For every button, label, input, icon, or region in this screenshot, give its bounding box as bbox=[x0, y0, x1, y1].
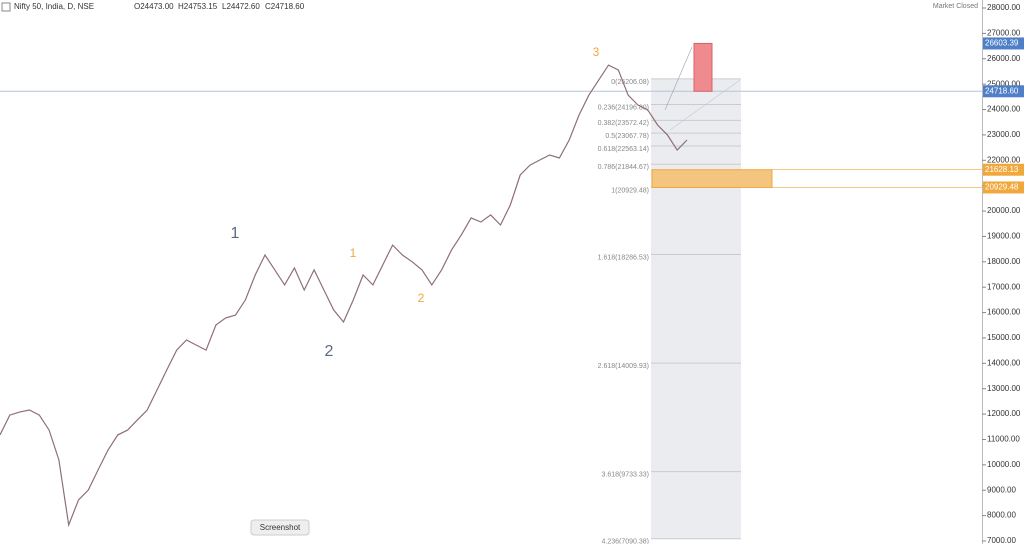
y-tick-label: 14000.00 bbox=[987, 358, 1021, 367]
y-tick-label: 28000.00 bbox=[987, 3, 1021, 12]
y-tick-label: 25000.00 bbox=[987, 79, 1021, 88]
trend-line bbox=[664, 46, 693, 111]
y-tick-label: 9000.00 bbox=[987, 485, 1016, 494]
open: O24473.00 bbox=[134, 2, 174, 11]
y-tick-label: 12000.00 bbox=[987, 409, 1021, 418]
fib-box bbox=[651, 78, 741, 539]
y-tick-label: 19000.00 bbox=[987, 232, 1021, 241]
wave-label: 2 bbox=[418, 291, 425, 305]
y-tick-label: 7000.00 bbox=[987, 536, 1016, 544]
price-tag bbox=[983, 163, 1024, 176]
screenshot-button[interactable]: Screenshot bbox=[250, 519, 310, 536]
fib-label: 0.382(23572.42) bbox=[598, 120, 649, 127]
price-tag bbox=[983, 37, 1024, 50]
y-tick-label: 16000.00 bbox=[987, 308, 1021, 317]
fib-label: 4.236(7090.38) bbox=[602, 539, 649, 544]
price-tag-label: 26603.39 bbox=[985, 39, 1019, 48]
y-tick-label: 8000.00 bbox=[987, 511, 1016, 520]
y-tick-label: 27000.00 bbox=[987, 28, 1021, 37]
y-tick-label: 18000.00 bbox=[987, 257, 1021, 266]
fib-label: 0.618(22563.14) bbox=[598, 146, 649, 153]
projection-box bbox=[693, 42, 713, 92]
price-series bbox=[0, 64, 688, 528]
low: L24472.60 bbox=[222, 2, 260, 11]
wave-label: 1 bbox=[350, 246, 357, 260]
price-tag bbox=[983, 181, 1024, 194]
y-tick-label: 23000.00 bbox=[987, 130, 1021, 139]
y-tick-label: 13000.00 bbox=[987, 384, 1021, 393]
fib-label: 0.5(23067.78) bbox=[605, 133, 649, 140]
y-tick-label: 20000.00 bbox=[987, 206, 1021, 215]
fib-label: 2.618(14009.93) bbox=[598, 363, 649, 370]
button-label: Screenshot bbox=[260, 523, 301, 532]
price-tag-label: 21628.13 bbox=[985, 165, 1019, 174]
wave-label: 3 bbox=[593, 45, 600, 59]
market-status: Market Closed bbox=[933, 3, 978, 10]
collapse-icon[interactable] bbox=[1, 2, 11, 12]
symbol: Nifty 50, India, D, NSE bbox=[14, 2, 94, 11]
price-tag bbox=[983, 85, 1024, 98]
y-tick-label: 17000.00 bbox=[987, 282, 1021, 291]
price-tag-label: 24718.60 bbox=[985, 86, 1019, 95]
price-tag-label: 20929.48 bbox=[985, 183, 1019, 192]
high: H24753.15 bbox=[178, 2, 218, 11]
y-tick-label: 26000.00 bbox=[987, 54, 1021, 63]
fib-label: 0.236(24196.80) bbox=[598, 104, 649, 111]
trend-line bbox=[669, 79, 741, 131]
y-tick-label: 24000.00 bbox=[987, 105, 1021, 114]
fib-label: 3.618(9733.33) bbox=[602, 471, 649, 478]
fib-label: 1.618(18286.53) bbox=[598, 254, 649, 261]
y-tick-label: 22000.00 bbox=[987, 155, 1021, 164]
y-tick-label: 10000.00 bbox=[987, 460, 1021, 469]
fib-label: 0(25206.08) bbox=[611, 79, 649, 86]
close: C24718.60 bbox=[265, 2, 305, 11]
y-tick-label: 11000.00 bbox=[987, 435, 1020, 444]
button-box bbox=[250, 519, 310, 536]
fib-label: 1(20929.48) bbox=[611, 187, 649, 194]
wave-label: 2 bbox=[325, 343, 334, 360]
target-zone bbox=[651, 169, 773, 188]
wave-label: 1 bbox=[231, 225, 240, 242]
fib-label: 0.786(21844.67) bbox=[598, 164, 649, 171]
y-tick-label: 15000.00 bbox=[987, 333, 1021, 342]
